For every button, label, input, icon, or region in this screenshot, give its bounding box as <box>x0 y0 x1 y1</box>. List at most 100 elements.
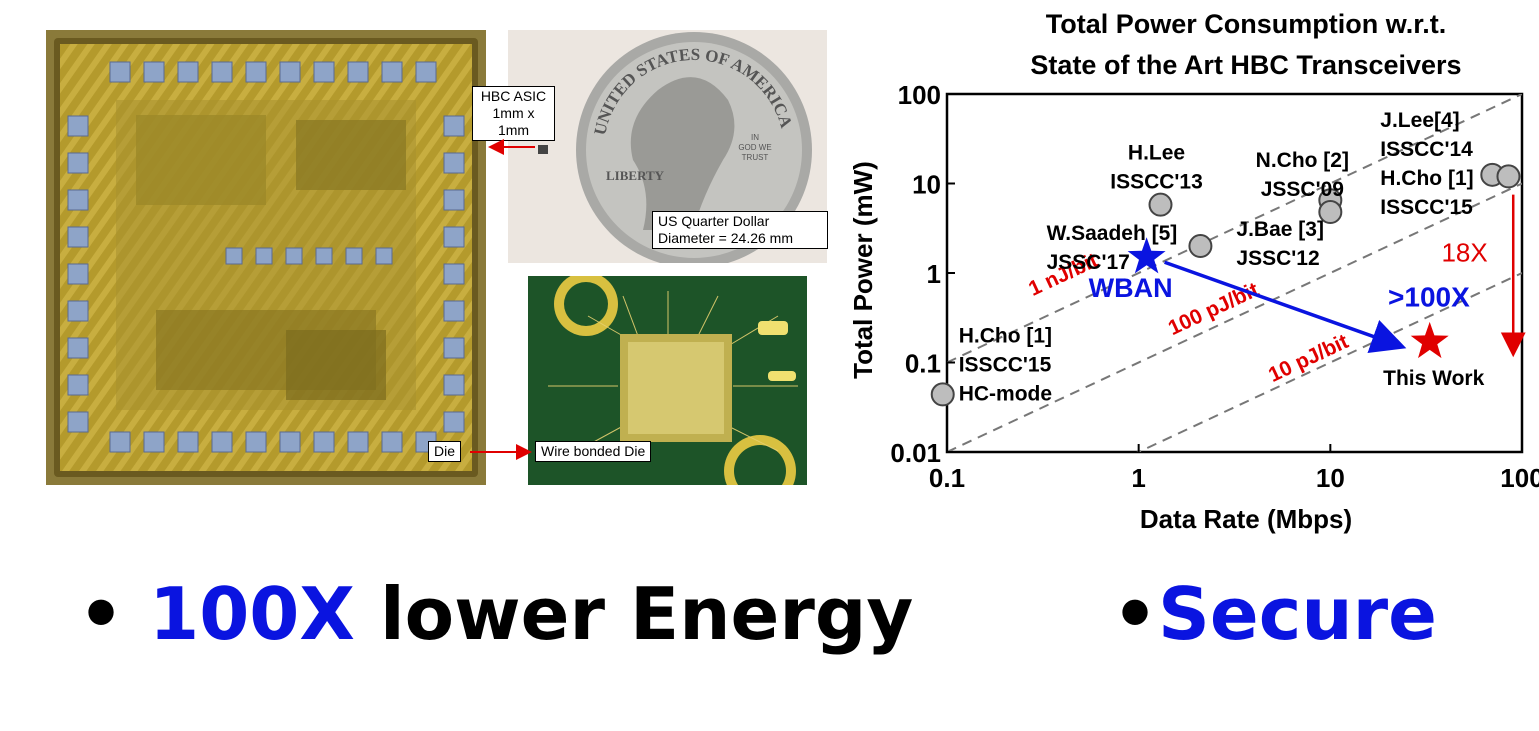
bond-pad <box>279 61 301 83</box>
bond-pad <box>109 431 131 453</box>
annotation-18x: 18X <box>1441 237 1487 267</box>
point-label: ISSCC'14 <box>1380 138 1473 161</box>
die-callout: Die <box>428 441 462 462</box>
point-label: H.Cho [1] <box>1380 167 1473 190</box>
point-label: ISSCC'15 <box>959 353 1052 376</box>
x-tick-label: 100 <box>1500 463 1539 493</box>
wban-improvement-arrow <box>1164 260 1407 353</box>
y-tick-label: 0.01 <box>890 438 941 468</box>
point-label: J.Lee[4] <box>1380 109 1459 132</box>
bond-pad <box>443 411 465 433</box>
energy-iso-label: 100 pJ/bit <box>1165 278 1263 340</box>
bond-pad <box>245 61 267 83</box>
y-tick-label: 10 <box>912 170 941 200</box>
power-chart: Total Power Consumption w.r.t. State of … <box>848 9 1539 534</box>
bond-pad <box>211 431 233 453</box>
die-micrograph-art <box>46 30 486 485</box>
bond-pad <box>381 61 403 83</box>
bond-pad <box>109 61 131 83</box>
bond-pad <box>143 61 165 83</box>
bond-pad <box>313 61 335 83</box>
reference-point <box>1496 164 1521 189</box>
point-label: W.Saadeh [5] <box>1047 222 1178 245</box>
x-axis-label: Data Rate (Mbps) <box>1140 504 1352 534</box>
bullet-energy-highlight: 100X <box>149 572 355 656</box>
bullet-energy: • 100X lower Energy <box>78 572 913 656</box>
quarter-line-1: US Quarter Dollar <box>658 213 770 229</box>
coin-god-3: TRUST <box>742 153 769 162</box>
coin-liberty: LIBERTY <box>606 168 665 183</box>
bond-pad <box>443 374 465 396</box>
y-tick-label: 1 <box>927 259 941 289</box>
bond-pad <box>177 431 199 453</box>
point-label: JSSC'17 <box>1047 251 1130 274</box>
reference-point <box>1318 200 1343 225</box>
hbc-asic-line-2: 1mm x 1mm <box>492 105 535 138</box>
quarter-callout: US Quarter Dollar Diameter = 24.26 mm <box>652 211 828 249</box>
annotation-100x: >100X <box>1388 282 1470 313</box>
point-label: J.Bae [3] <box>1236 218 1324 241</box>
bond-pad <box>67 411 89 433</box>
point-label: H.Lee <box>1128 142 1185 165</box>
bond-pad <box>375 247 393 265</box>
bond-pad <box>443 226 465 248</box>
point-label: H.Cho [1] <box>959 324 1052 347</box>
bond-pad <box>67 374 89 396</box>
x-tick-label: 0.1 <box>929 463 965 493</box>
bond-pad <box>443 263 465 285</box>
point-label: WBAN <box>1089 273 1173 303</box>
bond-pad <box>67 337 89 359</box>
point-label: JSSC'12 <box>1236 247 1319 270</box>
energy-iso-line <box>1136 272 1522 452</box>
bullet-energy-text: lower Energy <box>354 572 914 656</box>
bond-pad <box>315 247 333 265</box>
point-label: HC-mode <box>959 382 1052 405</box>
bond-pad <box>67 152 89 174</box>
bond-pad <box>443 300 465 322</box>
bullet-secure: •Secure <box>1112 572 1437 656</box>
point-label: N.Cho [2] <box>1256 149 1349 172</box>
x-tick-label: 1 <box>1131 463 1145 493</box>
die-micrograph <box>46 30 486 485</box>
chart-title-line-2: State of the Art HBC Transceivers <box>1030 50 1461 80</box>
y-tick-label: 100 <box>898 80 941 110</box>
hbc-asic-line-1: HBC ASIC <box>480 88 547 104</box>
wire-bonded-callout: Wire bonded Die <box>535 441 652 462</box>
hbc-asic-callout: HBC ASIC 1mm x 1mm <box>472 86 555 141</box>
coin-god-1: IN <box>751 133 759 142</box>
reference-point <box>1188 234 1213 259</box>
bond-pad <box>285 247 303 265</box>
bullet-secure-text: Secure <box>1158 572 1437 656</box>
point-label: JSSC'09 <box>1261 178 1344 201</box>
y-axis-label: Total Power (mW) <box>848 161 878 379</box>
bond-pad <box>415 61 437 83</box>
point-label: This Work <box>1383 367 1484 390</box>
bond-pad <box>211 61 233 83</box>
quarter-art: UNITED STATES OF AMERICA LIBERTY IN GOD … <box>538 32 812 263</box>
reference-point <box>1148 192 1173 217</box>
bond-pad <box>177 61 199 83</box>
bond-pad <box>443 152 465 174</box>
bond-pad <box>67 189 89 211</box>
bond-pad <box>381 431 403 453</box>
wire-bonded-art <box>528 276 807 485</box>
bond-pad <box>443 189 465 211</box>
bond-pad <box>347 61 369 83</box>
coin-god-2: GOD WE <box>738 143 771 152</box>
bond-pad <box>255 247 273 265</box>
point-label: ISSCC'13 <box>1110 171 1203 194</box>
bond-pad <box>443 115 465 137</box>
point-label: ISSCC'15 <box>1380 196 1473 219</box>
highlight-star <box>1410 321 1449 359</box>
bond-pad <box>313 431 335 453</box>
highlight-star <box>1127 237 1166 274</box>
quarter-line-2: Diameter = 24.26 mm <box>658 230 793 246</box>
reference-point <box>930 382 955 407</box>
bond-pad <box>67 300 89 322</box>
x-tick-label: 10 <box>1316 463 1345 493</box>
y-tick-label: 0.1 <box>905 349 941 379</box>
bond-pad <box>443 337 465 359</box>
bond-pad <box>345 247 363 265</box>
bond-pad <box>143 431 165 453</box>
